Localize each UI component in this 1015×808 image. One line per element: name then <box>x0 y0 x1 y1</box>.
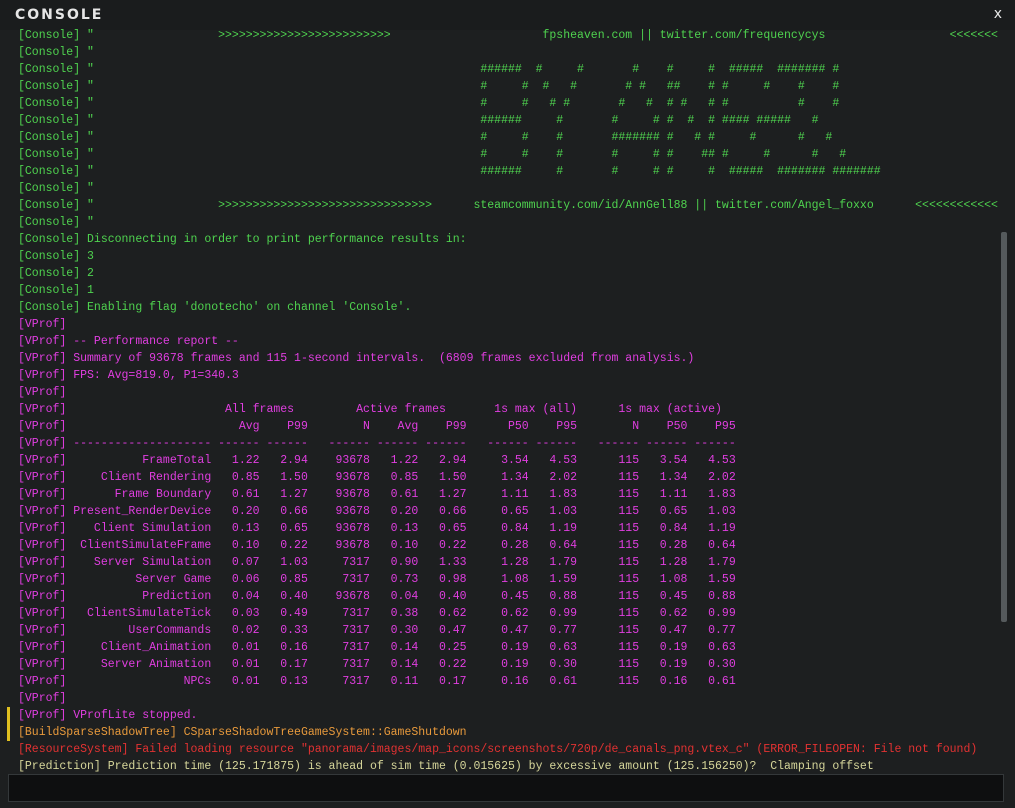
log-line: [VProf] <box>18 318 67 331</box>
log-line: [VProf] UserCommands 0.02 0.33 7317 0.30… <box>18 624 736 637</box>
title-bar: CONSOLE x <box>0 0 1015 30</box>
log-line: [VProf] -- Performance report -- <box>18 335 239 348</box>
log-line: [VProf] Summary of 93678 frames and 115 … <box>18 352 695 365</box>
log-line: [Prediction] Prediction time (125.171875… <box>18 760 874 773</box>
log-line: [Console] " ###### # # # # # ##### #####… <box>18 63 840 76</box>
log-line: [VProf] Server Game 0.06 0.85 7317 0.73 … <box>18 573 736 586</box>
log-line: [ResourceSystem] Failed loading resource… <box>18 743 978 756</box>
log-line: [VProf] ClientSimulateTick 0.03 0.49 731… <box>18 607 736 620</box>
log-line: [Console] Disconnecting in order to prin… <box>18 233 467 246</box>
log-line: [VProf] Frame Boundary 0.61 1.27 93678 0… <box>18 488 736 501</box>
log-line: [Console] " <box>18 46 94 59</box>
selection-marker <box>7 707 10 741</box>
log-line: [Console] " # # # ####### # # # # # # <box>18 131 833 144</box>
log-line: [Console] " <box>18 216 94 229</box>
log-line: [VProf] FrameTotal 1.22 2.94 93678 1.22 … <box>18 454 736 467</box>
log-line: [Console] " >>>>>>>>>>>>>>>>>>>>>>>>>>>>… <box>18 199 998 212</box>
log-line: [VProf] Prediction 0.04 0.40 93678 0.04 … <box>18 590 736 603</box>
log-line: [VProf] Server Simulation 0.07 1.03 7317… <box>18 556 736 569</box>
log-line: [Console] 2 <box>18 267 94 280</box>
close-button[interactable]: x <box>993 6 1002 22</box>
log-line: [VProf] VProfLite stopped. <box>18 709 198 722</box>
log-line: [BuildSparseShadowTree] CSparseShadowTre… <box>18 726 467 739</box>
log-line: [Console] Enabling flag 'donotecho' on c… <box>18 301 412 314</box>
log-line: [VProf] Client Simulation 0.13 0.65 9367… <box>18 522 736 535</box>
log-line: [VProf] Avg P99 N Avg P99 P50 P95 N P50 … <box>18 420 736 433</box>
log-line: [VProf] ClientSimulateFrame 0.10 0.22 93… <box>18 539 736 552</box>
log-line: [Console] " # # # # # # ## # # # # # <box>18 80 840 93</box>
log-line: [VProf] NPCs 0.01 0.13 7317 0.11 0.17 0.… <box>18 675 736 688</box>
log-line: [Console] " # # # # # # ## # # # # <box>18 148 847 161</box>
console-input[interactable] <box>8 774 1004 802</box>
log-line: [Console] " ###### # # # # # ##### #####… <box>18 165 881 178</box>
log-line: [VProf] FPS: Avg=819.0, P1=340.3 <box>18 369 239 382</box>
window-title: CONSOLE <box>15 7 104 23</box>
log-line: [VProf] <box>18 386 67 399</box>
log-line: [Console] " ###### # # # # # # #### ####… <box>18 114 819 127</box>
log-line: [VProf] Present_RenderDevice 0.20 0.66 9… <box>18 505 736 518</box>
console-log: [Console] " >>>>>>>>>>>>>>>>>>>>>>>>> fp… <box>18 27 1002 773</box>
log-line: [Console] " >>>>>>>>>>>>>>>>>>>>>>>>> fp… <box>18 29 998 42</box>
log-line: [Console] " # # # # # # # # # # # # <box>18 97 840 110</box>
log-line: [Console] " <box>18 182 94 195</box>
log-line: [Console] 1 <box>18 284 94 297</box>
log-line: [VProf] Client Rendering 0.85 1.50 93678… <box>18 471 736 484</box>
log-line: [VProf] <box>18 692 67 705</box>
log-line: [VProf] All frames Active frames 1s max … <box>18 403 722 416</box>
log-line: [VProf] Client_Animation 0.01 0.16 7317 … <box>18 641 736 654</box>
log-line: [VProf] -------------------- ------ ----… <box>18 437 736 450</box>
log-line: [VProf] Server Animation 0.01 0.17 7317 … <box>18 658 736 671</box>
log-line: [Console] 3 <box>18 250 94 263</box>
scrollbar[interactable] <box>1001 232 1007 622</box>
